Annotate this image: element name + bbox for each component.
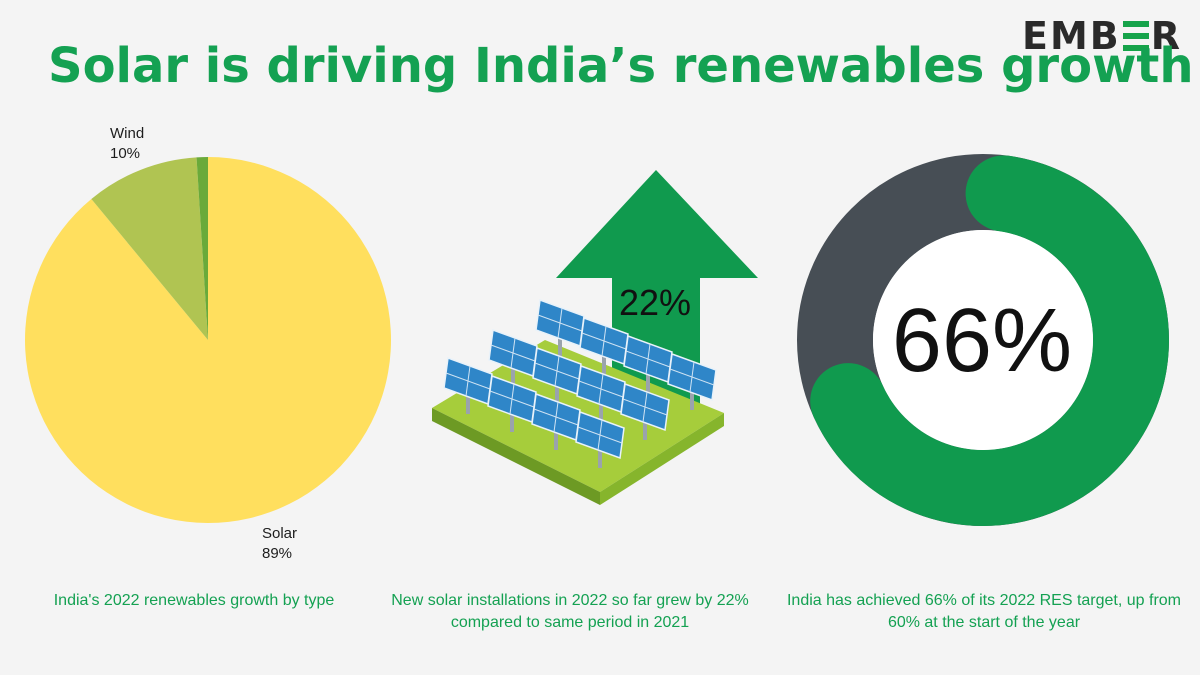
solar-farm-icon bbox=[432, 298, 724, 505]
panel-grid-line bbox=[577, 426, 623, 444]
panel-grid-line bbox=[669, 368, 715, 386]
logo-e-bars-icon bbox=[1122, 21, 1149, 51]
panel-post bbox=[602, 348, 606, 374]
solar-label: Solar bbox=[262, 525, 298, 542]
panel-grid-line bbox=[533, 408, 579, 426]
logo-text-left: EMB bbox=[1021, 14, 1121, 58]
donut-center bbox=[873, 230, 1093, 450]
pie-slice-wind bbox=[91, 157, 208, 340]
panel-grid-line bbox=[537, 314, 583, 332]
pie-label-solar: Solar 89% bbox=[262, 524, 297, 564]
panel-grid-line bbox=[490, 344, 536, 362]
pie-slice-other bbox=[196, 157, 208, 340]
panel-grid-line bbox=[445, 372, 491, 390]
panel-grid-line bbox=[489, 390, 535, 408]
panel-grid-line bbox=[622, 398, 668, 416]
panel-post bbox=[643, 414, 647, 440]
panel-grid-line bbox=[625, 350, 671, 368]
page-title: Solar is driving India’s renewables grow… bbox=[48, 38, 1194, 94]
wind-pct: 10% bbox=[110, 145, 141, 162]
logo-text-right: R bbox=[1150, 14, 1182, 58]
donut-chart bbox=[797, 154, 1169, 526]
panel-post bbox=[646, 366, 650, 392]
panel-post bbox=[554, 424, 558, 450]
panel-post bbox=[558, 330, 562, 356]
donut-progress-arc bbox=[810, 155, 1169, 526]
panel-grid-line bbox=[581, 332, 627, 350]
arrow-value: 22% bbox=[618, 282, 692, 323]
solar-pct: 89% bbox=[262, 545, 293, 562]
ember-logo: EMB R bbox=[1022, 14, 1182, 58]
pie-caption: India's 2022 renewables growth by type bbox=[53, 592, 335, 609]
panel-post bbox=[599, 396, 603, 422]
panel-grid-line bbox=[578, 380, 624, 398]
pie-chart bbox=[24, 157, 391, 524]
panel-post bbox=[466, 388, 470, 414]
pie-label-wind: Wind 10% bbox=[110, 124, 144, 164]
panel-post bbox=[555, 378, 559, 404]
pie-slice-solar bbox=[24, 157, 391, 524]
panel-post bbox=[690, 384, 694, 410]
panel-post bbox=[510, 406, 514, 432]
panel-grid-line bbox=[534, 362, 580, 380]
donut-caption: India has achieved 66% of its 2022 RES t… bbox=[786, 592, 1181, 631]
growth-arrow-icon bbox=[556, 170, 758, 420]
panel-post bbox=[511, 360, 515, 386]
wind-label: Wind bbox=[110, 125, 145, 142]
arrow-caption: New solar installations in 2022 so far g… bbox=[391, 592, 749, 631]
panel-post bbox=[598, 442, 602, 468]
donut-value: 66% bbox=[891, 291, 1073, 391]
